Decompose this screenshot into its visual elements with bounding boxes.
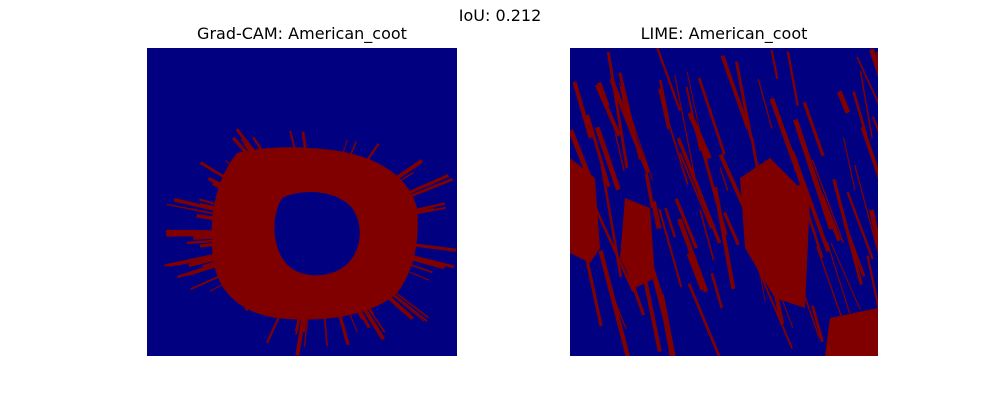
mask-texture-streak: [710, 272, 724, 309]
mask-texture-streak: [570, 129, 593, 179]
mask-texture-streak: [699, 209, 715, 261]
mask-texture-streak: [790, 150, 831, 252]
mask-texture-streak: [656, 48, 681, 111]
mask-texture-streak: [846, 191, 874, 260]
mask-texture-streak: [856, 56, 878, 105]
mask-texture-streak: [860, 126, 878, 179]
mask-texture-streak: [869, 48, 878, 77]
mask-texture-streak: [674, 75, 696, 177]
mask-texture-streak: [592, 204, 635, 292]
mask-texture-streak: [697, 77, 726, 155]
mask-texture-streak: [843, 137, 856, 191]
mask-texture-spike: [409, 256, 446, 270]
mask-texture-streak: [676, 137, 722, 244]
mask-texture-streak: [596, 81, 610, 107]
mask-texture-streak: [866, 255, 878, 311]
lime-panel: LIME: American_coot: [570, 23, 878, 356]
mask-texture-streak: [609, 78, 651, 174]
mask-texture-streak: [585, 114, 611, 188]
mask-texture-streak: [786, 51, 799, 106]
figure-suptitle: IoU: 0.212: [458, 6, 542, 25]
gradcam-mask-image: [147, 48, 457, 356]
mask-texture-streak: [713, 186, 736, 290]
mask-texture-spike: [295, 314, 306, 356]
gradcam-title: Grad-CAM: American_coot: [197, 24, 407, 43]
mask-texture-spike: [165, 229, 218, 234]
mask-texture-streak: [859, 71, 873, 138]
mask-texture-spike: [411, 254, 455, 269]
mask-texture-spike: [411, 243, 457, 252]
mask-texture-streak: [598, 250, 630, 356]
mask-texture-streak: [722, 211, 740, 246]
mask-texture-streak: [830, 243, 861, 311]
mask-texture-spike: [410, 177, 454, 198]
mask-texture-spike: [415, 206, 446, 215]
mask-texture-streak: [594, 126, 621, 191]
mask-texture-streak: [658, 294, 672, 356]
mask-texture-streak: [793, 118, 834, 230]
mask-texture-spike: [367, 306, 386, 333]
mask-texture-streak: [811, 305, 824, 343]
mask-texture-streak: [720, 55, 751, 130]
mask-texture-streak: [852, 91, 868, 135]
mask-texture-streak: [757, 78, 773, 129]
mask-texture-streak: [572, 81, 593, 139]
mask-texture-spike: [388, 291, 425, 322]
mask-texture-streak: [674, 198, 698, 249]
mask-texture-streak: [606, 51, 629, 169]
mask-texture-streak: [854, 164, 878, 255]
mask-texture-streak: [658, 88, 671, 130]
mask-texture-spike: [389, 290, 428, 323]
mask-texture-streak: [811, 159, 845, 243]
mask-texture-spike: [405, 173, 450, 196]
mask-texture-streak: [658, 208, 683, 288]
mask-texture-streak: [802, 101, 825, 157]
mask-texture-spike: [169, 254, 221, 267]
mask-texture-streak: [687, 283, 721, 356]
mask-texture-streak: [871, 116, 878, 133]
mask-texture-spike: [395, 159, 424, 180]
mask-texture-streak: [651, 201, 662, 230]
mask-texture-spike: [164, 253, 215, 267]
mask-texture-streak: [664, 207, 677, 238]
mask-texture-streak: [686, 253, 704, 291]
mask-texture-streak: [677, 218, 709, 293]
mask-texture-spike: [166, 232, 215, 237]
mask-texture-streak: [832, 178, 863, 285]
lime-title: LIME: American_coot: [640, 24, 808, 43]
mask-texture-spike: [323, 316, 328, 346]
mask-texture-streak: [614, 133, 625, 172]
mask-texture-streak: [678, 152, 713, 229]
mask-texture-streak: [770, 49, 779, 80]
mask-texture-spike: [173, 198, 216, 211]
mask-texture-spike: [302, 316, 307, 333]
mask-texture-spike: [409, 271, 430, 281]
mask-texture-streak: [836, 90, 851, 114]
gradcam-panel: Grad-CAM: American_coot: [147, 23, 457, 356]
mask-texture-streak: [618, 82, 654, 181]
mask-texture-streak: [685, 86, 702, 152]
mask-texture-streak: [719, 167, 729, 192]
lime-mask-image: [570, 48, 878, 356]
mask-texture-streak: [869, 209, 878, 253]
